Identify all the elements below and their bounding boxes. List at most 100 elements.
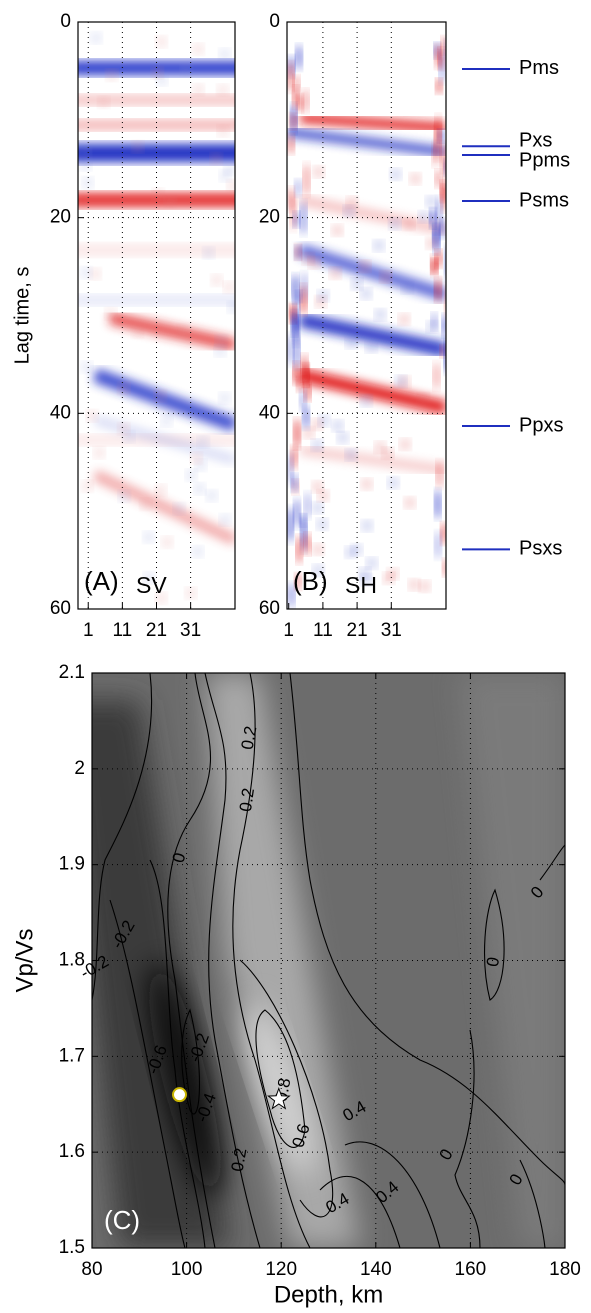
image-noise — [288, 136, 295, 153]
image-noise — [319, 415, 330, 426]
image-noise — [383, 573, 394, 584]
y-tick-label: 1.9 — [59, 854, 85, 875]
contour-label: 0 — [483, 956, 503, 969]
image-noise — [287, 64, 294, 90]
image-noise — [300, 204, 307, 233]
y-tick-label: 2.1 — [59, 662, 85, 683]
image-noise — [347, 197, 358, 208]
image-noise — [443, 161, 446, 188]
y-tick-label: 2 — [74, 758, 85, 779]
image-noise — [156, 74, 167, 85]
image-noise — [211, 153, 222, 164]
x-tick-label: 11 — [313, 620, 333, 641]
image-noise — [351, 544, 362, 555]
phase-label: Ppms — [519, 149, 570, 171]
image-noise — [435, 171, 442, 187]
image-noise — [435, 279, 442, 300]
component-label: SV — [136, 572, 167, 598]
image-noise — [389, 218, 400, 229]
image-noise — [403, 219, 414, 230]
image-noise — [295, 46, 302, 69]
image-noise — [373, 240, 384, 251]
image-noise — [287, 455, 294, 483]
image-noise — [178, 324, 189, 335]
image-noise — [294, 420, 301, 446]
image-noise — [440, 346, 446, 357]
image-noise — [433, 364, 440, 388]
image-noise — [118, 383, 129, 394]
image-noise — [444, 340, 446, 371]
image-noise — [90, 268, 101, 279]
image-noise — [140, 499, 151, 510]
image-noise — [400, 439, 411, 450]
image-noise — [220, 514, 231, 525]
image-noise — [318, 490, 329, 501]
image-noise — [80, 146, 91, 157]
image-band — [78, 244, 235, 256]
image-noise — [431, 314, 438, 329]
y-tick-label: 1.8 — [59, 950, 85, 971]
x-tick-label: 21 — [347, 620, 368, 641]
image-noise — [219, 49, 230, 60]
image-noise — [313, 166, 324, 177]
image-noise — [287, 336, 294, 363]
image-noise — [91, 32, 102, 43]
image-noise — [293, 363, 300, 383]
image-noise — [119, 491, 130, 502]
phase-label: Ppxs — [519, 414, 563, 436]
image-noise — [211, 275, 222, 286]
image-band — [108, 312, 235, 351]
image-noise — [123, 431, 134, 442]
image-noise — [441, 187, 446, 210]
image-noise — [351, 279, 362, 290]
image-noise — [118, 423, 129, 434]
image-noise — [418, 393, 429, 404]
image-noise — [301, 274, 308, 299]
x-tick-label: 1 — [83, 620, 94, 641]
image-noise — [287, 509, 294, 540]
image-noise — [227, 180, 235, 191]
image-noise — [435, 117, 442, 144]
image-noise — [198, 436, 209, 447]
image-band — [299, 113, 446, 133]
image-noise — [300, 391, 307, 410]
image-noise — [216, 335, 227, 346]
image-noise — [143, 532, 154, 543]
image-noise — [304, 494, 311, 517]
y-tick-label: 20 — [50, 207, 71, 228]
image-noise — [318, 290, 329, 301]
image-noise — [161, 415, 172, 426]
image-noise — [444, 286, 446, 314]
image-noise — [303, 407, 310, 428]
reference-point — [172, 1087, 188, 1103]
image-noise — [81, 267, 92, 278]
image-noise — [375, 442, 386, 453]
image-noise — [215, 345, 226, 356]
image-noise — [293, 296, 300, 326]
image-noise — [419, 581, 430, 592]
image-noise — [292, 317, 299, 344]
frame — [77, 21, 236, 610]
image-noise — [194, 483, 205, 494]
image-noise — [192, 546, 203, 557]
image-noise — [292, 88, 299, 107]
image-noise — [300, 515, 307, 526]
y-axis-label: Vp/Vs — [11, 928, 38, 992]
image-noise — [410, 173, 421, 184]
image-noise — [432, 144, 439, 165]
image-noise — [288, 584, 295, 606]
image-noise — [162, 537, 173, 548]
image-noise — [132, 141, 143, 152]
image-noise — [436, 462, 443, 486]
image-band — [78, 193, 235, 207]
image-noise — [419, 211, 430, 222]
y-tick-label: 60 — [259, 598, 280, 619]
image-noise — [346, 449, 357, 460]
image-noise — [337, 432, 348, 443]
image-noise — [106, 70, 117, 81]
image-noise — [303, 427, 314, 438]
image-noise — [297, 95, 304, 111]
image-noise — [380, 271, 391, 282]
x-tick-label: 160 — [455, 1259, 487, 1280]
image-noise — [293, 212, 300, 227]
